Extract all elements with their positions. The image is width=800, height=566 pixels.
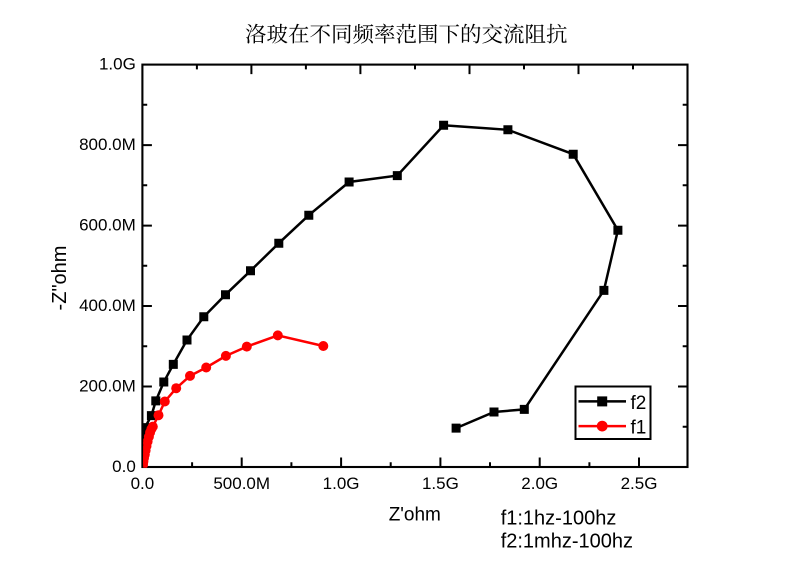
- svg-text:1.0G: 1.0G: [99, 55, 136, 74]
- svg-text:2.5G: 2.5G: [621, 474, 658, 493]
- svg-text:f2: f2: [631, 393, 647, 414]
- svg-text:f1:1hz-100hz: f1:1hz-100hz: [501, 508, 617, 530]
- svg-text:-Z"ohm: -Z"ohm: [49, 246, 71, 311]
- svg-text:f1: f1: [631, 418, 647, 439]
- svg-text:500.0M: 500.0M: [213, 474, 270, 493]
- svg-text:2.0G: 2.0G: [521, 474, 558, 493]
- svg-text:800.0M: 800.0M: [79, 135, 136, 154]
- svg-text:f2:1mhz-100hz: f2:1mhz-100hz: [501, 531, 633, 553]
- svg-text:Z'ohm: Z'ohm: [389, 504, 441, 525]
- svg-text:0.0: 0.0: [131, 474, 155, 493]
- svg-text:600.0M: 600.0M: [79, 216, 136, 235]
- svg-text:1.0G: 1.0G: [323, 474, 360, 493]
- svg-text:0.0: 0.0: [112, 457, 136, 476]
- svg-text:1.5G: 1.5G: [422, 474, 459, 493]
- svg-text:400.0M: 400.0M: [79, 296, 136, 315]
- svg-text:200.0M: 200.0M: [79, 376, 136, 395]
